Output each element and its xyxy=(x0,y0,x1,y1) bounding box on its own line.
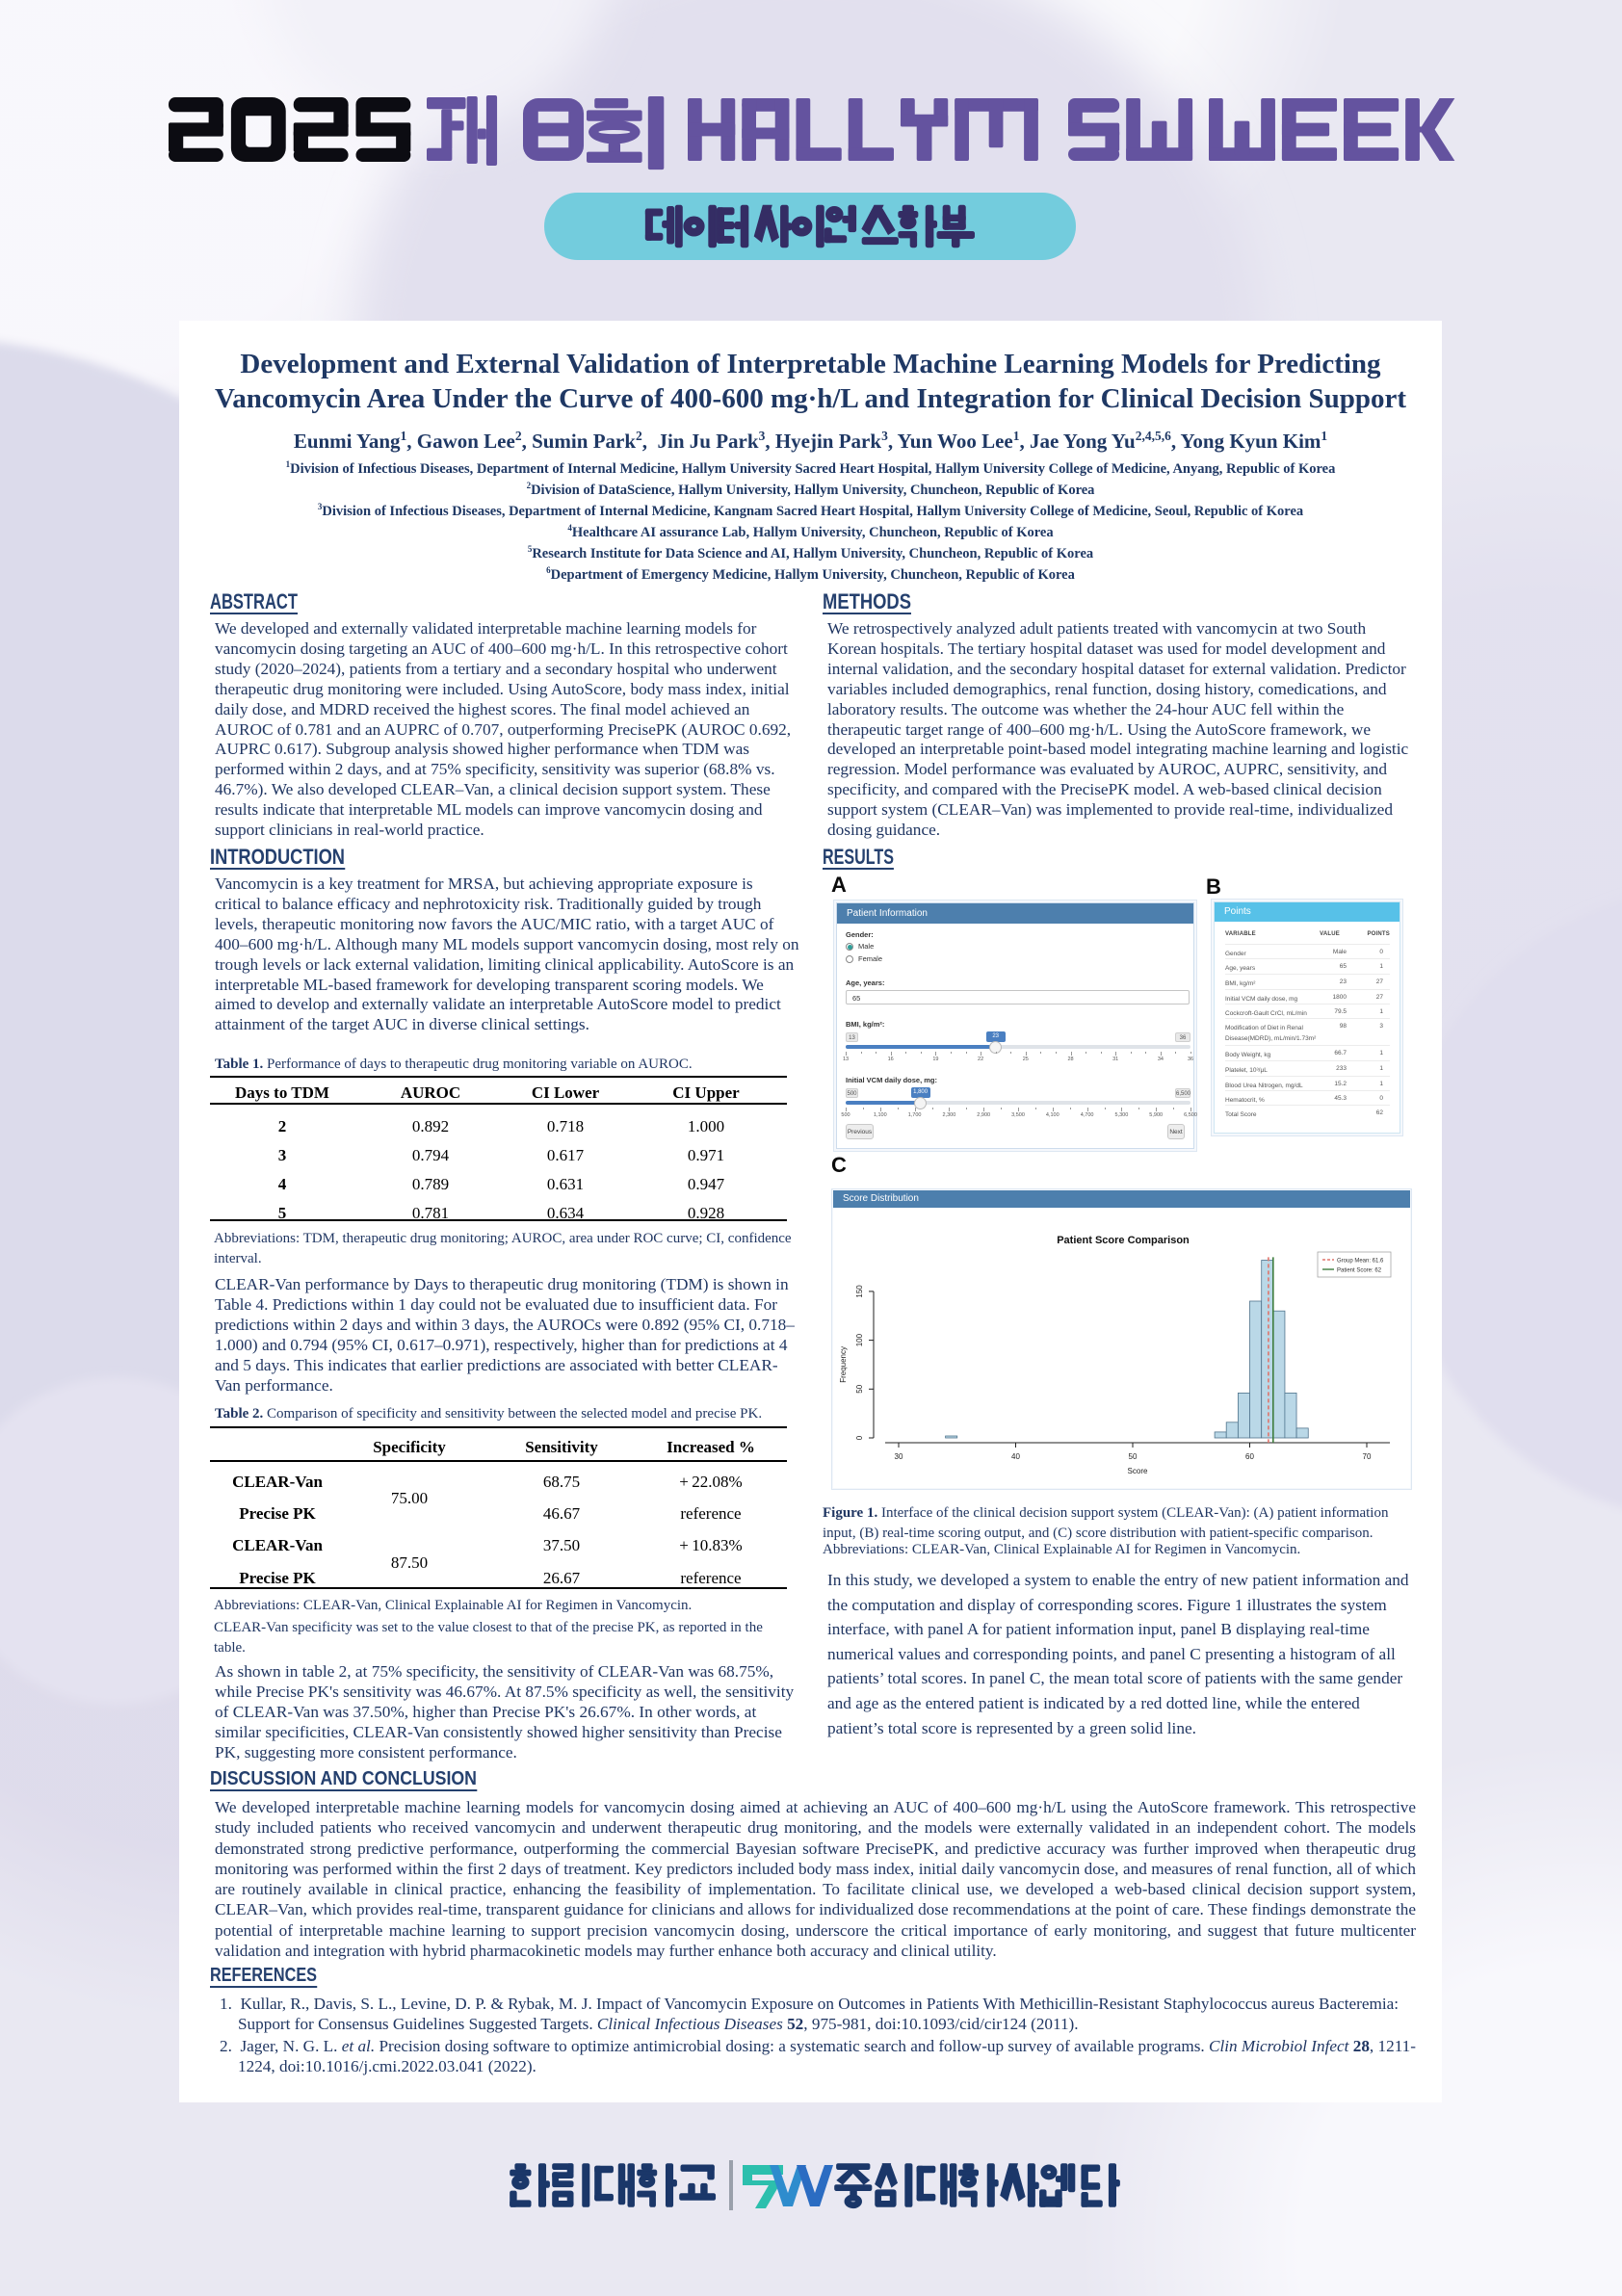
svg-text:Patient Score: 62: Patient Score: 62 xyxy=(1337,1268,1382,1274)
svg-text:100: 100 xyxy=(855,1333,864,1346)
svg-text:50: 50 xyxy=(855,1384,864,1393)
svg-text:50: 50 xyxy=(1129,1452,1138,1461)
svg-text:Score: Score xyxy=(1128,1467,1148,1475)
svg-text:150: 150 xyxy=(855,1285,864,1298)
svg-text:70: 70 xyxy=(1363,1452,1372,1461)
svg-text:30: 30 xyxy=(895,1452,903,1461)
svg-text:Group Mean: 61.6: Group Mean: 61.6 xyxy=(1337,1259,1384,1265)
svg-text:60: 60 xyxy=(1245,1452,1254,1461)
svg-text:Frequency: Frequency xyxy=(839,1346,848,1383)
svg-text:Patient Score Comparison: Patient Score Comparison xyxy=(1057,1235,1190,1246)
svg-text:0: 0 xyxy=(855,1435,864,1440)
svg-text:40: 40 xyxy=(1011,1452,1020,1461)
